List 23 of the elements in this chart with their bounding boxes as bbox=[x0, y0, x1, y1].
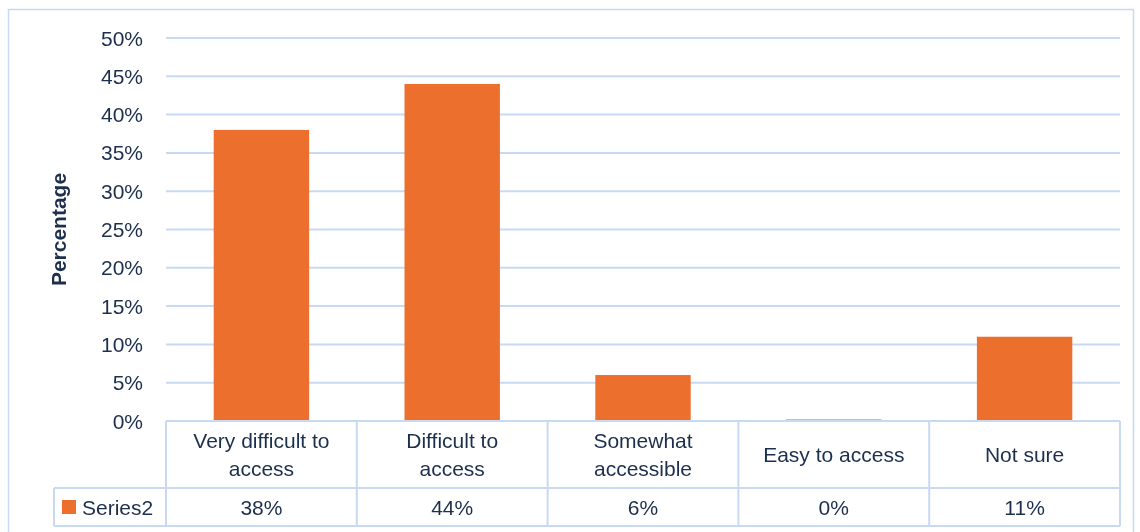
x-tick-label: Very difficult to access bbox=[193, 429, 330, 480]
y-tick-label: 0% bbox=[112, 409, 143, 433]
y-tick-label: 35% bbox=[100, 141, 143, 165]
y-tick-label: 5% bbox=[112, 371, 143, 395]
x-tick-label: Somewhat accessible bbox=[593, 429, 693, 480]
y-tick-label: 15% bbox=[100, 294, 143, 318]
x-tick-label: Not sure bbox=[984, 443, 1065, 466]
x-tick-label: Easy to access bbox=[763, 443, 905, 466]
y-axis-title: Percentage bbox=[46, 172, 70, 287]
x-tick-label: Difficult to access bbox=[406, 429, 499, 480]
legend-label: Series2 bbox=[82, 495, 154, 519]
y-tick-label: 40% bbox=[100, 103, 143, 127]
y-tick-label: 25% bbox=[100, 218, 143, 241]
data-label: 38% bbox=[240, 495, 283, 519]
data-label: 11% bbox=[1004, 495, 1045, 519]
data-label: 0% bbox=[818, 495, 849, 519]
data-label: 44% bbox=[431, 495, 474, 519]
y-tick-label: 45% bbox=[100, 64, 143, 88]
y-tick-label: 30% bbox=[100, 179, 143, 203]
y-tick-label: 50% bbox=[100, 26, 143, 50]
data-label: 6% bbox=[627, 495, 659, 519]
y-tick-label: 20% bbox=[100, 256, 143, 280]
y-tick-label: 10% bbox=[100, 332, 143, 356]
